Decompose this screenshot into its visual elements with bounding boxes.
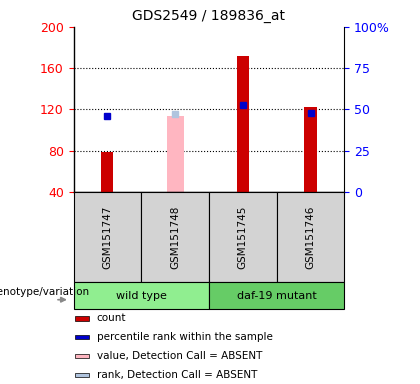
- Bar: [74, 282, 209, 309]
- Text: rank, Detection Call = ABSENT: rank, Detection Call = ABSENT: [97, 370, 257, 380]
- Bar: [141, 192, 209, 282]
- Bar: [75, 354, 89, 358]
- Bar: [75, 316, 89, 321]
- Bar: [75, 372, 89, 377]
- Text: GSM151747: GSM151747: [102, 205, 113, 269]
- Bar: [167, 116, 184, 192]
- Text: GSM151745: GSM151745: [238, 205, 248, 269]
- Text: percentile rank within the sample: percentile rank within the sample: [97, 332, 273, 342]
- Text: count: count: [97, 313, 126, 323]
- Bar: [74, 192, 141, 282]
- Bar: [209, 192, 277, 282]
- Text: value, Detection Call = ABSENT: value, Detection Call = ABSENT: [97, 351, 262, 361]
- Text: daf-19 mutant: daf-19 mutant: [237, 291, 317, 301]
- Text: GSM151746: GSM151746: [305, 205, 315, 269]
- Text: wild type: wild type: [116, 291, 167, 301]
- Text: genotype/variation: genotype/variation: [0, 286, 90, 297]
- Bar: [277, 192, 344, 282]
- Bar: [304, 108, 317, 192]
- Text: GSM151748: GSM151748: [170, 205, 180, 269]
- Bar: [75, 335, 89, 339]
- Title: GDS2549 / 189836_at: GDS2549 / 189836_at: [132, 9, 286, 23]
- Bar: [237, 56, 249, 192]
- Bar: [101, 152, 113, 192]
- Bar: [209, 282, 344, 309]
